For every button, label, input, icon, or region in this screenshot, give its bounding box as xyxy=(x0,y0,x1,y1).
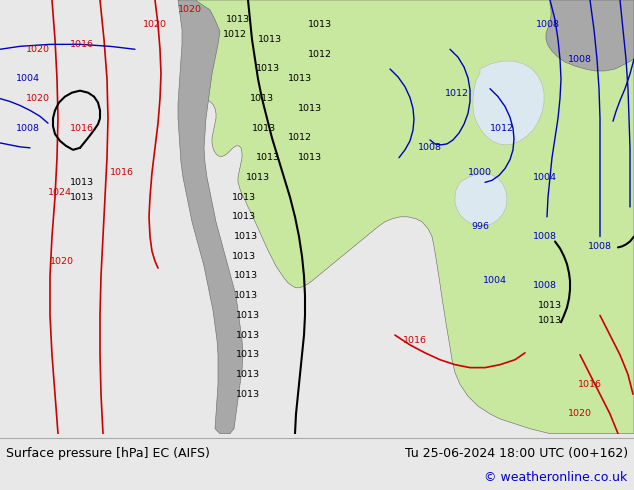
Text: 1013: 1013 xyxy=(232,252,256,261)
Text: 1013: 1013 xyxy=(298,104,322,113)
Text: 1013: 1013 xyxy=(232,193,256,201)
Text: 1013: 1013 xyxy=(308,20,332,29)
Text: © weatheronline.co.uk: © weatheronline.co.uk xyxy=(484,471,628,484)
Text: 1013: 1013 xyxy=(256,65,280,74)
Polygon shape xyxy=(546,0,634,71)
Text: 1013: 1013 xyxy=(232,212,256,221)
Text: 1012: 1012 xyxy=(308,49,332,59)
Text: 1013: 1013 xyxy=(236,331,260,340)
Text: 1013: 1013 xyxy=(256,153,280,162)
Polygon shape xyxy=(178,0,634,434)
Text: 1000: 1000 xyxy=(468,168,492,177)
Text: 1020: 1020 xyxy=(143,20,167,29)
Text: 1008: 1008 xyxy=(568,54,592,64)
Text: 1013: 1013 xyxy=(234,232,258,241)
Text: 1013: 1013 xyxy=(538,316,562,325)
Text: Surface pressure [hPa] EC (AIFS): Surface pressure [hPa] EC (AIFS) xyxy=(6,447,210,460)
Text: 1013: 1013 xyxy=(258,35,282,44)
Text: 1016: 1016 xyxy=(578,380,602,389)
Text: 1013: 1013 xyxy=(236,390,260,399)
Polygon shape xyxy=(178,0,243,434)
Text: 1012: 1012 xyxy=(288,133,312,143)
Text: 1013: 1013 xyxy=(252,123,276,133)
Text: 1013: 1013 xyxy=(234,291,258,300)
Text: 1016: 1016 xyxy=(110,168,134,177)
Text: 1013: 1013 xyxy=(70,193,94,201)
Text: Tu 25-06-2024 18:00 UTC (00+162): Tu 25-06-2024 18:00 UTC (00+162) xyxy=(404,447,628,460)
Text: 1013: 1013 xyxy=(234,271,258,280)
Text: 1013: 1013 xyxy=(250,94,274,103)
Text: 1016: 1016 xyxy=(70,123,94,133)
Polygon shape xyxy=(455,173,507,226)
Text: 1016: 1016 xyxy=(70,40,94,49)
Text: 1013: 1013 xyxy=(538,301,562,310)
Text: 1020: 1020 xyxy=(26,94,50,103)
Text: 1016: 1016 xyxy=(403,336,427,344)
Text: 1013: 1013 xyxy=(226,15,250,24)
Text: 996: 996 xyxy=(471,222,489,231)
Polygon shape xyxy=(473,61,544,145)
Text: 1012: 1012 xyxy=(445,89,469,98)
Text: 1012: 1012 xyxy=(223,30,247,39)
Text: 1020: 1020 xyxy=(26,45,50,54)
Text: 1013: 1013 xyxy=(236,350,260,359)
Text: 1024: 1024 xyxy=(48,188,72,196)
Text: 1020: 1020 xyxy=(50,257,74,266)
Text: 1008: 1008 xyxy=(536,20,560,29)
Text: 1012: 1012 xyxy=(490,123,514,133)
Text: 1008: 1008 xyxy=(16,123,40,133)
Text: 1020: 1020 xyxy=(178,5,202,14)
Text: 1013: 1013 xyxy=(246,173,270,182)
Text: 1013: 1013 xyxy=(236,311,260,320)
Text: 1008: 1008 xyxy=(418,144,442,152)
Text: 1013: 1013 xyxy=(70,178,94,187)
Text: 1013: 1013 xyxy=(298,153,322,162)
Text: 1013: 1013 xyxy=(236,370,260,379)
Text: 1008: 1008 xyxy=(588,242,612,251)
Text: 1004: 1004 xyxy=(483,276,507,285)
Text: 1004: 1004 xyxy=(16,74,40,83)
Text: 1004: 1004 xyxy=(533,173,557,182)
Text: 1008: 1008 xyxy=(533,281,557,290)
Text: 1013: 1013 xyxy=(288,74,312,83)
Text: 1008: 1008 xyxy=(533,232,557,241)
Text: 1020: 1020 xyxy=(568,410,592,418)
